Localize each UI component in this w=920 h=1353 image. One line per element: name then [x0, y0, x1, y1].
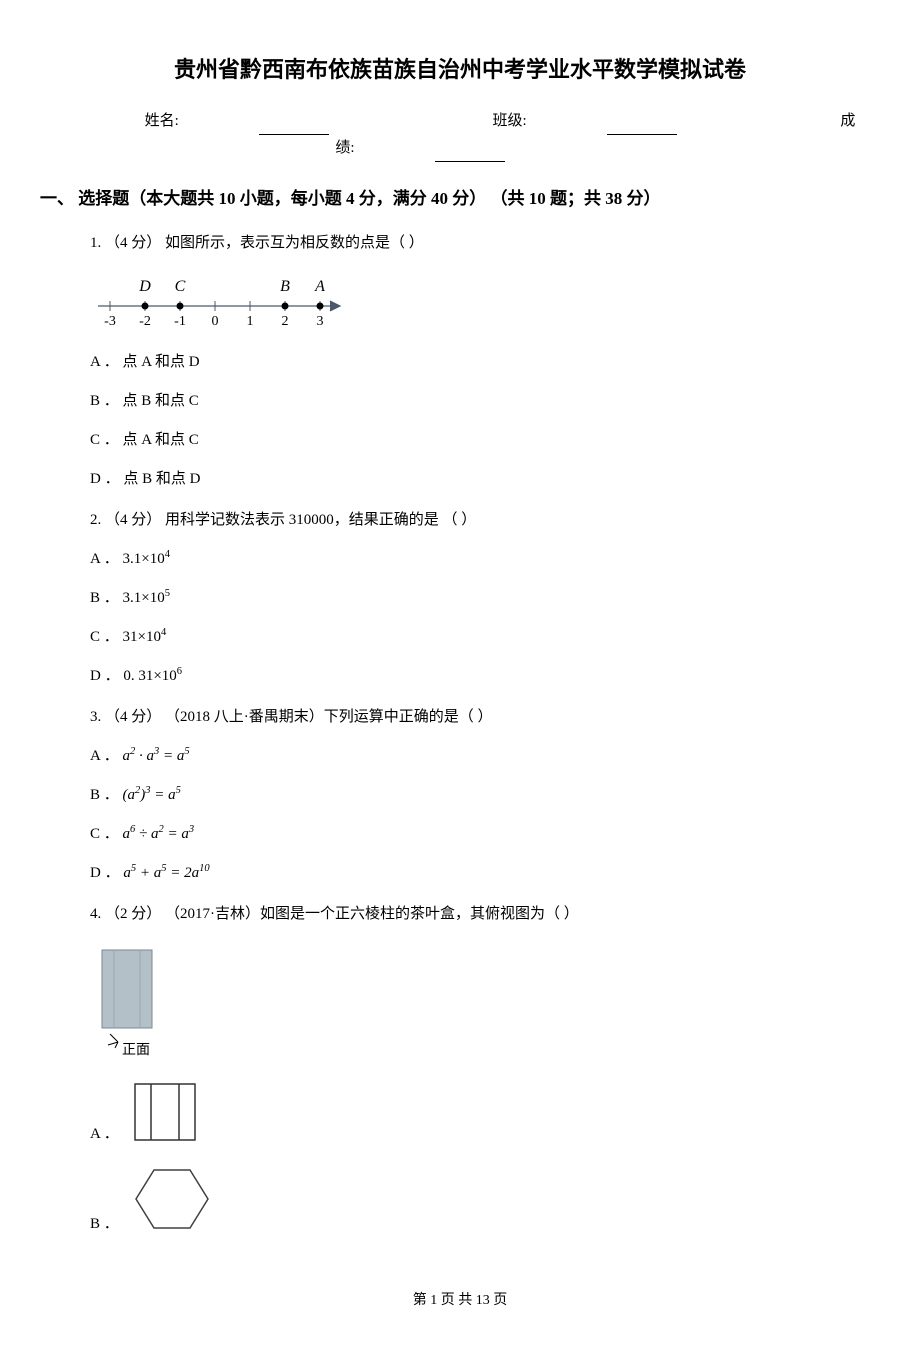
svg-text:1: 1	[247, 314, 254, 329]
student-info-row: 姓名: 班级: 成绩:	[40, 108, 880, 162]
q2-option-b: B ． 3.1×105	[90, 585, 880, 612]
svg-text:正面: 正面	[122, 1043, 150, 1058]
q4-option-b: B ．	[90, 1160, 880, 1238]
q1-option-b: B ． 点 B 和点 C	[90, 388, 880, 415]
q1-option-d: D ． 点 B 和点 D	[90, 466, 880, 493]
section-1-heading: 一、 选择题（本大题共 10 小题，每小题 4 分，满分 40 分） （共 10…	[40, 184, 880, 215]
svg-text:C: C	[175, 278, 186, 295]
svg-text:-3: -3	[104, 314, 116, 329]
svg-text:-2: -2	[139, 314, 151, 329]
svg-text:-1: -1	[174, 314, 186, 329]
svg-text:D: D	[138, 278, 151, 295]
q2-stem: 2. （4 分） 用科学记数法表示 310000，结果正确的是 （ ）	[90, 507, 880, 534]
q3-stem: 3. （4 分） （2018 八上·番禺期末）下列运算中正确的是（ ）	[90, 704, 880, 731]
q1-stem: 1. （4 分） 如图所示，表示互为相反数的点是（ ）	[90, 230, 880, 257]
svg-text:B: B	[280, 278, 290, 295]
q4-prism-figure: 正面	[90, 942, 880, 1062]
q1-number-line: -3 -2 -1 0 1 2 3 D C B A	[90, 271, 880, 331]
q3-option-c: C ． a6 ÷ a2 = a3	[90, 821, 880, 848]
q1-option-a: A ． 点 A 和点 D	[90, 349, 880, 376]
class-field: 班级:	[452, 113, 716, 129]
q2-option-d: D ． 0. 31×106	[90, 663, 880, 690]
svg-text:0: 0	[212, 314, 219, 329]
q2-option-a: A ． 3.1×104	[90, 546, 880, 573]
svg-text:2: 2	[282, 314, 289, 329]
q3-option-d: D ． a5 + a5 = 2a10	[90, 860, 880, 887]
svg-text:A: A	[314, 278, 325, 295]
exam-title: 贵州省黔西南布依族苗族自治州中考学业水平数学模拟试卷	[40, 50, 880, 90]
page-footer: 第 1 页 共 13 页	[40, 1288, 880, 1313]
q4-option-a: A ．	[90, 1076, 880, 1148]
svg-text:3: 3	[317, 314, 324, 329]
question-4: 4. （2 分） （2017·吉林）如图是一个正六棱柱的茶叶盒，其俯视图为（ ）…	[90, 901, 880, 1238]
q2-option-c: C ． 31×104	[90, 624, 880, 651]
q3-option-a: A ． a2 · a3 = a5	[90, 743, 880, 770]
question-2: 2. （4 分） 用科学记数法表示 310000，结果正确的是 （ ） A ． …	[90, 507, 880, 690]
question-1: 1. （4 分） 如图所示，表示互为相反数的点是（ ） -3 -2 -1	[90, 230, 880, 493]
q4-stem: 4. （2 分） （2017·吉林）如图是一个正六棱柱的茶叶盒，其俯视图为（ ）	[90, 901, 880, 928]
q1-option-c: C ． 点 A 和点 C	[90, 427, 880, 454]
question-3: 3. （4 分） （2018 八上·番禺期末）下列运算中正确的是（ ） A ． …	[90, 704, 880, 887]
name-field: 姓名:	[105, 113, 369, 129]
q3-option-b: B ． (a2)3 = a5	[90, 782, 880, 809]
